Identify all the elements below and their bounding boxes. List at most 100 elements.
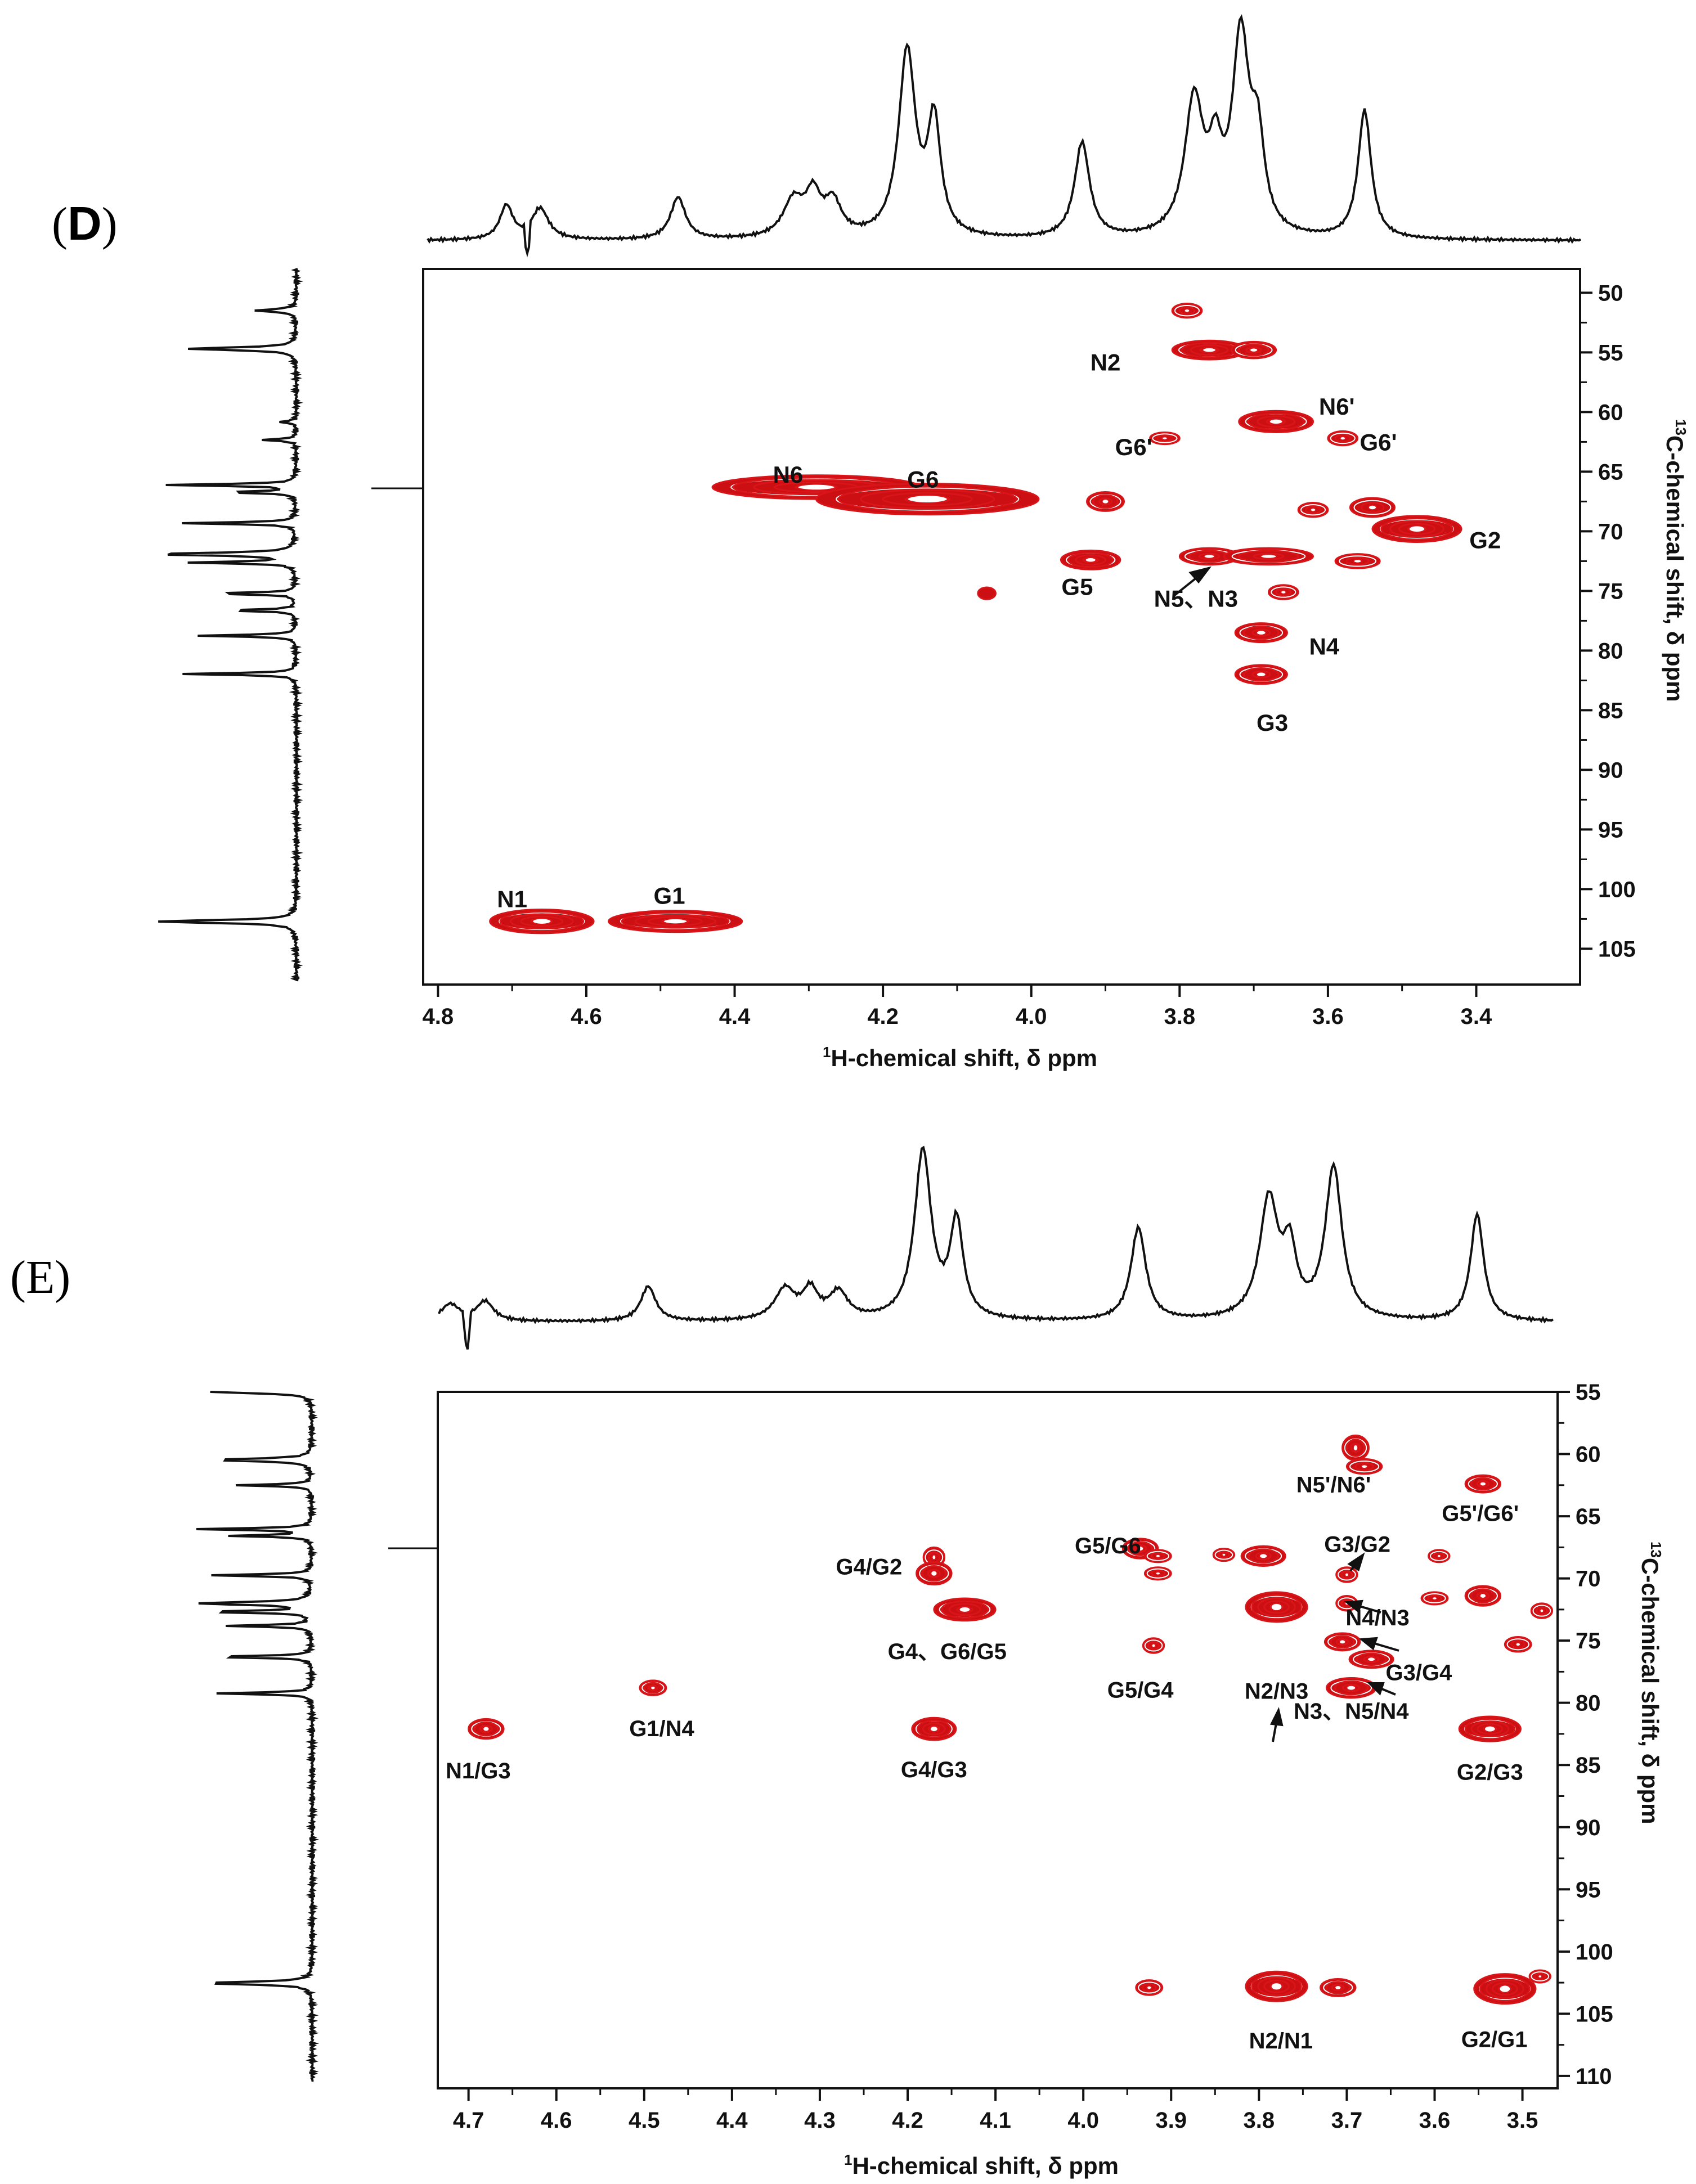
x-tick-label: 3.6 xyxy=(1419,2108,1451,2133)
cross-peak xyxy=(1320,1978,1357,1997)
cross-peak xyxy=(1149,431,1181,446)
x-tick-label: 4.1 xyxy=(980,2108,1011,2133)
y-tick-label: 95 xyxy=(1598,817,1623,842)
peak-label: G6' xyxy=(1360,429,1397,456)
x-tick-label: 4.8 xyxy=(423,1004,454,1029)
panel-e-x-axis-title: 1H-chemical shift, δ ppm xyxy=(844,2151,1119,2179)
cross-peak xyxy=(911,1716,957,1741)
x-tick-label: 4.0 xyxy=(1067,2108,1099,2133)
peak-label: N3、N5/N4 xyxy=(1294,1699,1409,1724)
peak-label: N6 xyxy=(773,461,804,488)
cross-peak xyxy=(815,483,1040,516)
panel-e-hmbc: (E) N5'/N6'G5'/G6'G3/G2G5/G6G4/G2N4/N3G4… xyxy=(10,1145,1664,2179)
x-tick-label: 4.3 xyxy=(804,2108,836,2133)
panel-d-y-ticks: 50 55 60 65 70 75 80 85 90 95 100 105 xyxy=(1580,281,1636,961)
x-tick-label: 3.4 xyxy=(1461,1004,1492,1029)
cross-peak xyxy=(1464,1474,1502,1494)
y-tick-label: 50 xyxy=(1598,281,1623,305)
cross-peak xyxy=(1060,549,1121,570)
peak-label: G1/N4 xyxy=(629,1716,694,1741)
cross-peak xyxy=(468,1718,505,1740)
panel-e-arrows xyxy=(1269,1552,1399,1742)
cross-peak xyxy=(1231,340,1277,359)
peak-label: G6' xyxy=(1115,434,1152,460)
panel-e-label: (E) xyxy=(10,1251,70,1304)
x-tick-label: 4.2 xyxy=(867,1004,899,1029)
panel-d-label: (D) xyxy=(52,197,118,250)
x-tick-label: 4.4 xyxy=(719,1004,751,1029)
panel-d-1h-projection xyxy=(427,14,1582,258)
cross-peak xyxy=(916,1561,953,1586)
cross-peak xyxy=(1345,1458,1383,1475)
cross-peak xyxy=(1528,1969,1552,1984)
peak-label: N2/N1 xyxy=(1249,2029,1313,2053)
peak-label: G5'/G6' xyxy=(1442,1501,1519,1526)
peak-label: N2 xyxy=(1091,349,1121,376)
y-tick-label: 70 xyxy=(1576,1567,1601,1592)
panel-d-arrows xyxy=(1172,566,1212,597)
cross-peak xyxy=(1473,1973,1537,2005)
peak-label: G4、G6/G5 xyxy=(888,1639,1007,1664)
cross-peak xyxy=(607,910,743,933)
peak-label: G4/G3 xyxy=(901,1758,967,1782)
peak-label: N5、N3 xyxy=(1154,585,1238,612)
y-tick-label: 65 xyxy=(1576,1504,1601,1529)
x-tick-label: 4.5 xyxy=(629,2108,660,2133)
panel-e-y-axis-title: 13C-chemical shift, δ ppm xyxy=(1637,1542,1664,1824)
x-tick-label: 4.6 xyxy=(541,2108,572,2133)
y-tick-label: 110 xyxy=(1576,2064,1612,2089)
peak-label: N6' xyxy=(1319,393,1355,420)
x-tick-label: 4.6 xyxy=(571,1004,602,1029)
cross-peak xyxy=(1240,1545,1286,1567)
peak-label: G4/G2 xyxy=(836,1554,902,1579)
cross-peak xyxy=(977,586,997,600)
cross-peak xyxy=(1327,430,1359,447)
peak-label: G3/G4 xyxy=(1385,1660,1452,1685)
cross-peak xyxy=(1143,1549,1172,1563)
x-tick-label: 4.0 xyxy=(1016,1004,1047,1029)
cross-peak xyxy=(1326,1677,1377,1699)
y-tick-label: 100 xyxy=(1598,877,1636,902)
panel-d-plot-frame xyxy=(422,268,1581,986)
cross-peak xyxy=(1348,1650,1394,1669)
cross-peak xyxy=(1238,410,1314,433)
y-tick-label: 80 xyxy=(1576,1691,1601,1716)
y-tick-label: 80 xyxy=(1598,639,1623,663)
peak-label: N1 xyxy=(497,886,527,913)
cross-peak xyxy=(1245,1591,1308,1623)
peak-label: N5'/N6' xyxy=(1296,1473,1371,1498)
panel-d-x-axis-title: 1H-chemical shift, δ ppm xyxy=(823,1044,1097,1071)
peak-label: N2/N3 xyxy=(1245,1679,1308,1704)
panel-d-x-ticks: 4.8 4.6 4.4 4.2 4.0 3.8 3.6 3.4 xyxy=(423,985,1492,1029)
cross-peak xyxy=(1464,1585,1502,1607)
panel-e-cross-peaks xyxy=(468,1434,1554,2005)
x-tick-label: 4.4 xyxy=(716,2108,748,2133)
panel-e-x-ticks: 4.7 4.6 4.5 4.4 4.3 4.2 4.1 4.0 3.9 3.8 3.7 3.6 3.5 xyxy=(453,2088,1538,2133)
panel-e-plot-frame xyxy=(437,1391,1559,2089)
x-tick-label: 4.2 xyxy=(892,2108,923,2133)
cross-peak xyxy=(933,1597,997,1622)
cross-peak xyxy=(1371,515,1462,543)
x-tick-label: 3.8 xyxy=(1244,2108,1275,2133)
peak-label: N4 xyxy=(1309,633,1339,659)
y-tick-label: 55 xyxy=(1598,340,1623,365)
cross-peak xyxy=(1334,553,1381,569)
y-tick-label: 90 xyxy=(1598,758,1623,783)
panel-e-y-ticks: 55 60 65 70 75 80 85 90 95 100 105 110 xyxy=(1558,1380,1613,2089)
cross-peak xyxy=(1349,497,1396,518)
peak-label: G3/G2 xyxy=(1324,1533,1390,1557)
cross-peak xyxy=(1341,1434,1370,1462)
panel-e-1h-projection xyxy=(438,1145,1554,1350)
cross-peak xyxy=(1323,1632,1361,1652)
y-tick-label: 105 xyxy=(1576,2002,1613,2026)
x-tick-label: 3.6 xyxy=(1312,1004,1344,1029)
cross-peak xyxy=(1142,1637,1165,1654)
x-tick-label: 3.8 xyxy=(1164,1004,1196,1029)
y-tick-label: 75 xyxy=(1598,579,1623,604)
peak-label: G6 xyxy=(907,466,939,492)
cross-peak xyxy=(1504,1636,1532,1653)
panel-d-y-axis-title: 13C-chemical shift, δ ppm xyxy=(1662,419,1689,702)
cross-peak xyxy=(1335,1566,1358,1583)
